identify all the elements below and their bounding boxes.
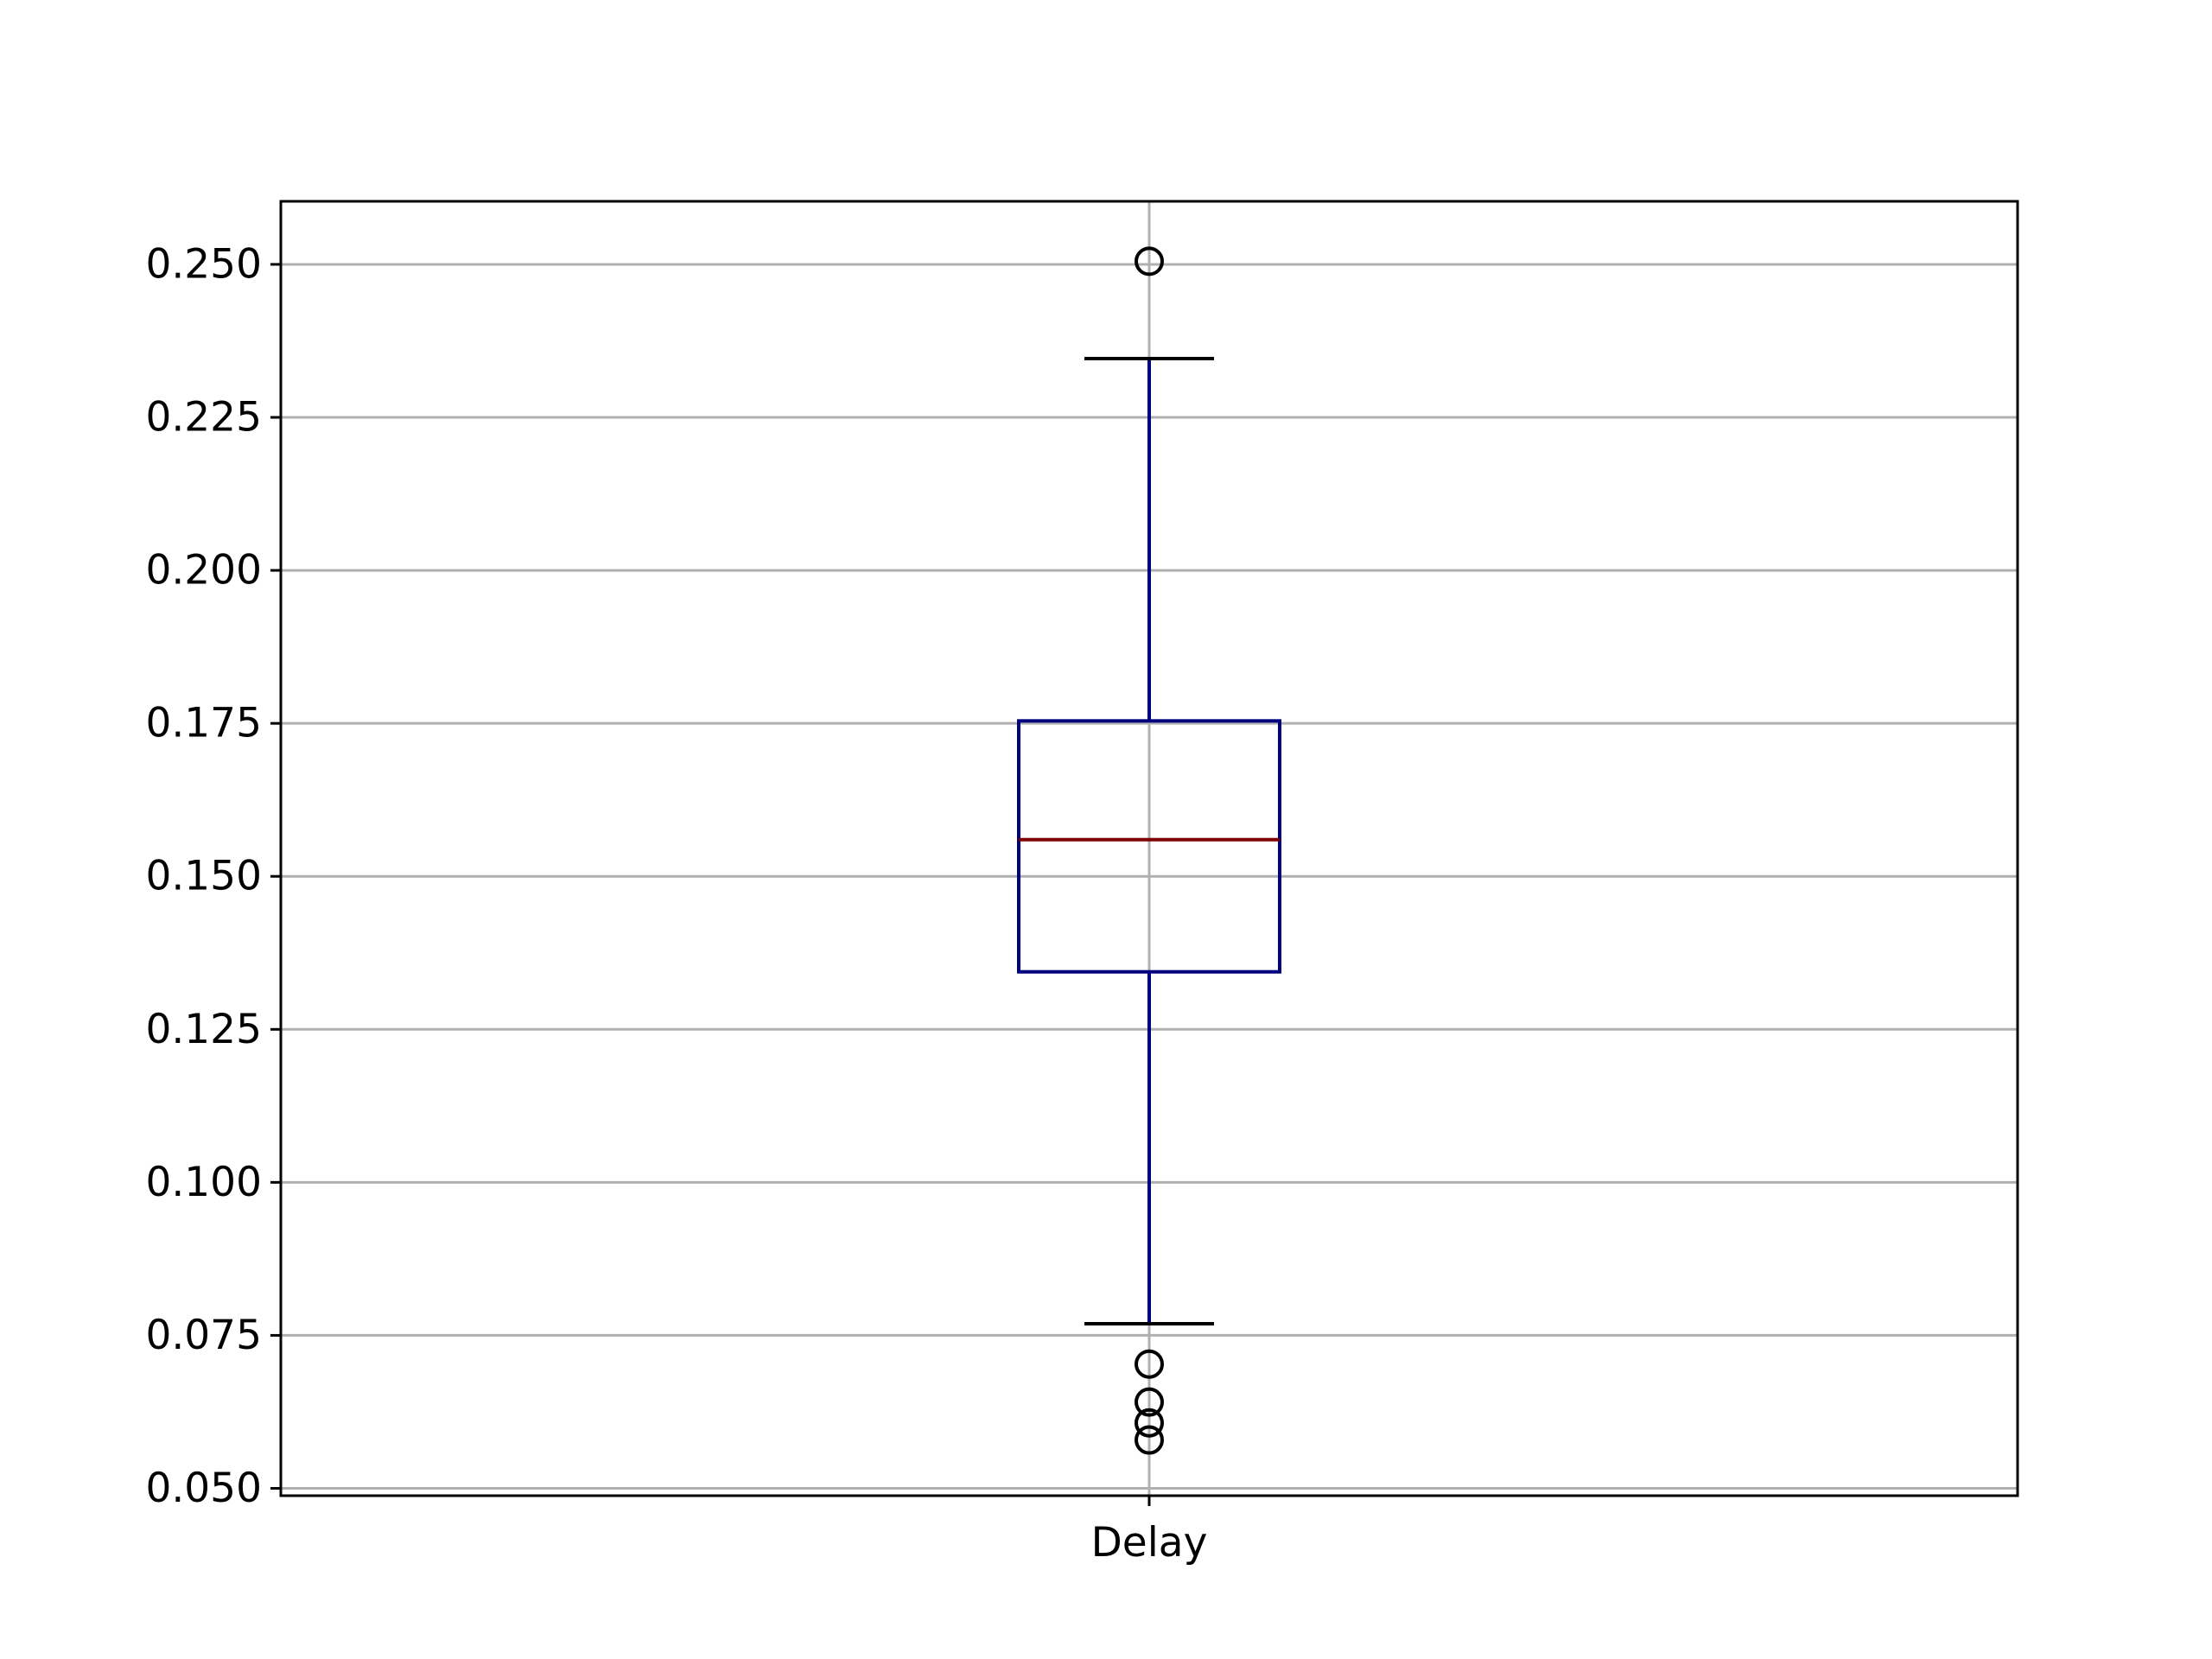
box-series xyxy=(1017,246,1281,1455)
y-tick-label: 0.175 xyxy=(145,700,262,747)
y-tick-label: 0.050 xyxy=(145,1465,262,1512)
y-tick-label: 0.100 xyxy=(145,1159,262,1206)
y-tick-label: 0.075 xyxy=(145,1312,262,1359)
x-tick-label: Delay xyxy=(1091,1519,1208,1567)
x-axis-ticks: Delay xyxy=(1091,1496,1208,1567)
y-tick-label: 0.150 xyxy=(145,853,262,900)
outlier-point xyxy=(1135,1408,1164,1438)
outlier-point xyxy=(1135,1425,1164,1455)
outlier-point xyxy=(1135,246,1164,276)
iqr-box xyxy=(1017,719,1281,974)
y-tick-label: 0.250 xyxy=(145,240,262,288)
y-tick-label: 0.200 xyxy=(145,547,262,594)
y-tick-label: 0.125 xyxy=(145,1006,262,1053)
y-axis-ticks: 0.050 0.075 0.100 0.125 0.150 0.175 0.200 0.225… xyxy=(145,240,281,1512)
y-tick-label: 0.225 xyxy=(145,394,262,442)
outlier-point xyxy=(1135,1387,1164,1417)
outlier-point xyxy=(1135,1349,1164,1379)
